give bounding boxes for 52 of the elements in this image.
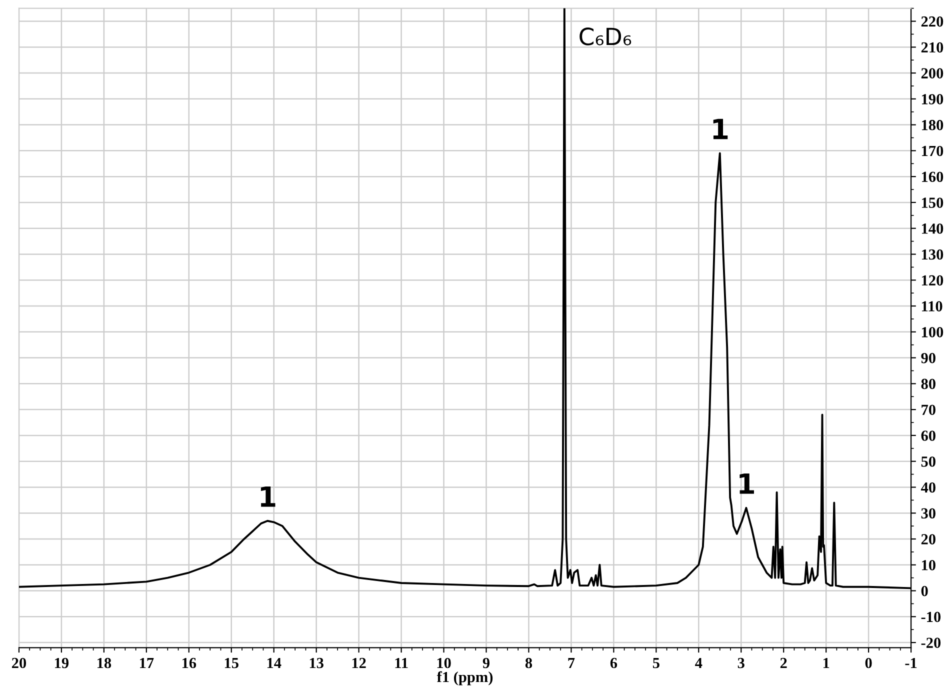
x-tick-label: 9 [482,658,490,668]
x-tick-label: 19 [55,658,69,668]
x-tick-label: 5 [652,658,660,668]
y-tick-label: 130 [922,249,944,260]
y-tick-label: 220 [921,16,944,27]
y-tick-label: 190 [922,94,944,104]
x-tick-label: 3 [738,658,744,668]
y-tick-label: 210 [921,42,944,53]
y-tick-label: 120 [922,275,944,286]
annotation: 1 [740,474,754,494]
y-tick-label: 40 [920,482,936,493]
y-tick-label: 110 [922,301,942,312]
x-axis-title: f1 (ppm) [436,671,493,686]
y-tick-label: 30 [921,508,936,519]
x-tick-label: 0 [865,658,872,668]
x-tick-label: 20 [12,658,26,668]
y-tick-label: -10 [921,612,941,622]
y-tick-label: 0 [921,586,928,596]
y-tick-label: 70 [922,404,936,416]
y-tick-label: 10 [922,560,936,570]
x-tick-label: 4 [695,658,702,668]
x-tick-label: 1 [823,658,830,668]
y-tick-label: 50 [921,456,936,467]
x-tick-label: 17 [140,658,154,668]
y-tick-label: 150 [922,198,944,208]
x-tick-label: 13 [310,658,324,668]
x-tick-label: 7 [568,658,575,668]
annotation: 1 [260,486,276,507]
y-tick-label: 140 [922,223,944,234]
y-tick-label: 100 [922,327,944,338]
y-tick-label: 160 [922,172,944,182]
x-tick-label: 2 [780,658,787,668]
y-tick-label: 90 [921,352,936,364]
y-tick-label: 180 [922,120,944,130]
x-tick-label: 14 [267,658,282,668]
x-tick-label: 10 [437,658,451,668]
x-tick-label: 11 [395,658,408,668]
x-tick-label: 6 [610,658,618,668]
x-tick-label: -1 [905,658,917,668]
y-tick-label: -20 [921,638,941,648]
annotation: 1 [713,118,728,140]
x-tick-label: 16 [182,658,196,668]
y-tick-label: 60 [921,430,936,441]
x-tick-label: 12 [352,658,366,668]
y-tick-label: 80 [921,378,936,390]
y-tick-label: 170 [922,146,944,156]
x-tick-label: 15 [224,658,238,668]
y-tick-label: 200 [921,68,944,78]
annotation: C₆D₆ [580,28,632,46]
x-tick-label: 8 [525,658,532,668]
y-tick-label: 20 [921,534,936,544]
x-tick-label: 18 [98,658,112,668]
